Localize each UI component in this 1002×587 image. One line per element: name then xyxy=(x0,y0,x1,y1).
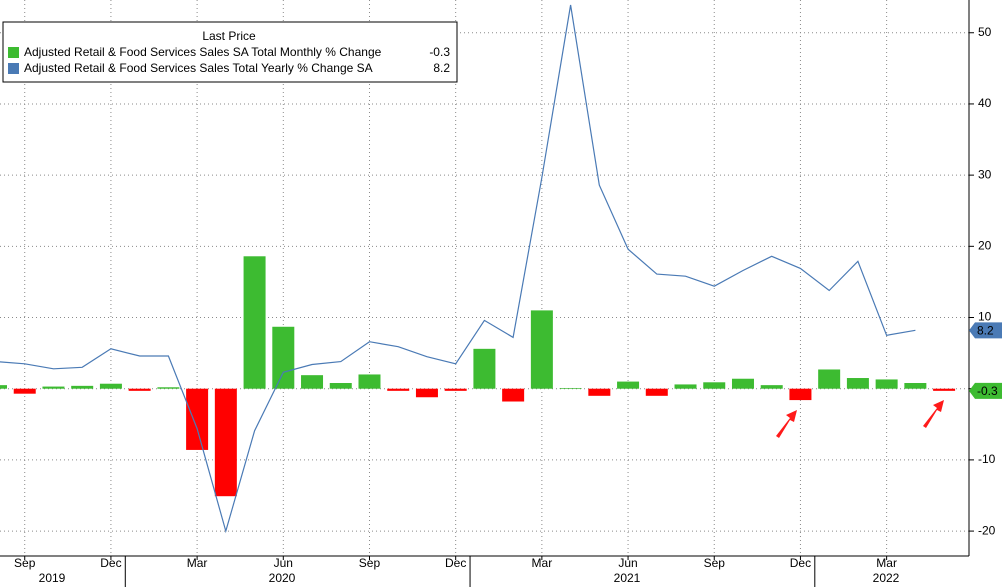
bar xyxy=(444,388,467,391)
x-tick-label: Jun xyxy=(274,556,293,570)
legend-value: -0.3 xyxy=(429,45,450,59)
bar xyxy=(818,369,841,389)
y-tick-label: -20 xyxy=(978,523,996,537)
bar xyxy=(846,378,869,389)
bar xyxy=(703,382,726,389)
bar xyxy=(272,326,295,389)
y-tick-label: 50 xyxy=(978,25,992,39)
arrow xyxy=(923,400,944,428)
y-tick-label: 10 xyxy=(978,310,992,324)
bar xyxy=(933,388,956,391)
bar xyxy=(13,388,36,394)
legend-box xyxy=(2,21,458,83)
bar xyxy=(502,388,525,402)
bar xyxy=(42,386,65,389)
y-tick-label: -10 xyxy=(978,452,996,466)
legend-label: Adjusted Retail & Food Services Sales To… xyxy=(24,61,373,75)
bar xyxy=(674,384,697,389)
axes: -20-1001020304050SepDecMarJunSepDecMarJu… xyxy=(14,25,996,587)
bar xyxy=(645,388,668,396)
bar xyxy=(358,374,381,389)
x-tick-label: Mar xyxy=(876,556,897,570)
legend-label: Adjusted Retail & Food Services Sales SA… xyxy=(24,45,382,59)
x-tick-label: Sep xyxy=(359,556,381,570)
bar xyxy=(617,381,640,389)
x-tick-label: Dec xyxy=(445,556,466,570)
bar xyxy=(760,385,783,389)
last-value-tag xyxy=(969,382,1002,399)
bar xyxy=(186,388,209,450)
legend-title: Last Price xyxy=(202,29,256,43)
bar xyxy=(559,387,582,389)
x-tick-label: Sep xyxy=(704,556,726,570)
y-tick-label: 40 xyxy=(978,96,992,110)
bar xyxy=(875,379,898,389)
bar xyxy=(301,375,324,389)
annotation-arrows xyxy=(776,400,944,438)
y-tick-label: 20 xyxy=(978,238,992,252)
bar xyxy=(0,385,7,389)
legend-swatch xyxy=(8,63,19,74)
bar xyxy=(157,387,180,389)
legend-swatch xyxy=(8,47,19,58)
last-value-tag xyxy=(969,322,1002,339)
bar xyxy=(415,388,438,398)
bar xyxy=(99,383,122,389)
year-label: 2019 xyxy=(39,571,66,585)
bar xyxy=(329,383,352,389)
legend-value: 8.2 xyxy=(433,61,450,75)
x-tick-label: Mar xyxy=(187,556,208,570)
year-label: 2022 xyxy=(873,571,900,585)
last-value-label: 8.2 xyxy=(977,323,994,337)
arrow xyxy=(776,410,797,438)
y-tick-label: 30 xyxy=(978,167,992,181)
bar xyxy=(214,388,237,497)
year-label: 2021 xyxy=(614,571,641,585)
bar xyxy=(789,388,812,401)
x-tick-label: Dec xyxy=(790,556,811,570)
bar xyxy=(588,388,611,396)
last-value-label: -0.3 xyxy=(977,384,998,398)
grid xyxy=(0,0,969,556)
x-tick-label: Sep xyxy=(14,556,36,570)
bar xyxy=(128,388,151,391)
bar xyxy=(243,256,266,389)
bar xyxy=(71,385,94,389)
bar xyxy=(530,310,553,389)
line xyxy=(0,4,916,534)
x-tick-label: Jun xyxy=(618,556,637,570)
bar xyxy=(473,348,496,389)
legend: Last Price Adjusted Retail & Food Servic… xyxy=(2,21,458,83)
bar xyxy=(904,383,927,389)
year-label: 2020 xyxy=(269,571,296,585)
bar xyxy=(387,388,410,391)
plot-area xyxy=(0,4,956,534)
x-tick-label: Mar xyxy=(532,556,553,570)
bar xyxy=(731,378,754,389)
x-tick-label: Dec xyxy=(100,556,121,570)
